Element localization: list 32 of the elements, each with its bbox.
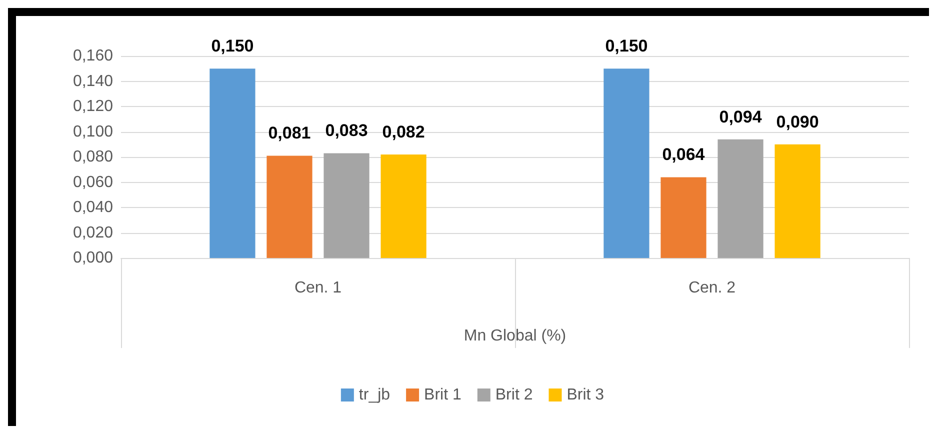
legend-label: Brit 3 xyxy=(566,386,604,404)
x-tick-label: Cen. 2 xyxy=(688,280,736,296)
data-label: 0,150 xyxy=(211,36,254,56)
legend-label: Brit 1 xyxy=(424,386,462,404)
bar xyxy=(604,68,650,258)
y-tick-label: 0,120 xyxy=(72,98,114,115)
y-tick-label: 0,020 xyxy=(72,224,114,242)
y-tick-label: 0,040 xyxy=(72,199,114,216)
y-tick-label: 0,100 xyxy=(72,123,114,140)
y-tick-label: 0,000 xyxy=(72,250,114,266)
bar xyxy=(380,154,426,258)
data-label: 0,150 xyxy=(605,36,648,56)
y-tick-label: 0,080 xyxy=(72,148,114,166)
data-label: 0,082 xyxy=(382,122,425,142)
y-tick-label: 0,140 xyxy=(72,72,114,90)
data-label: 0,083 xyxy=(325,121,368,140)
bar xyxy=(266,156,312,258)
bar xyxy=(210,68,256,258)
y-tick-label: 0,060 xyxy=(72,174,114,191)
x-axis-title: Mn Global (%) xyxy=(464,328,566,344)
data-label: 0,081 xyxy=(268,124,311,143)
bar xyxy=(660,177,706,258)
data-label: 0,094 xyxy=(719,107,762,126)
bar xyxy=(774,144,820,258)
bar xyxy=(718,139,764,258)
bar xyxy=(324,153,370,258)
x-tick-label: Cen. 1 xyxy=(294,280,342,296)
legend-label: Brit 2 xyxy=(495,386,533,404)
data-label: 0,064 xyxy=(662,145,706,164)
y-tick-label: 0,160 xyxy=(72,48,114,64)
data-label: 0,090 xyxy=(776,112,819,132)
legend-label: tr_jb xyxy=(358,386,390,404)
